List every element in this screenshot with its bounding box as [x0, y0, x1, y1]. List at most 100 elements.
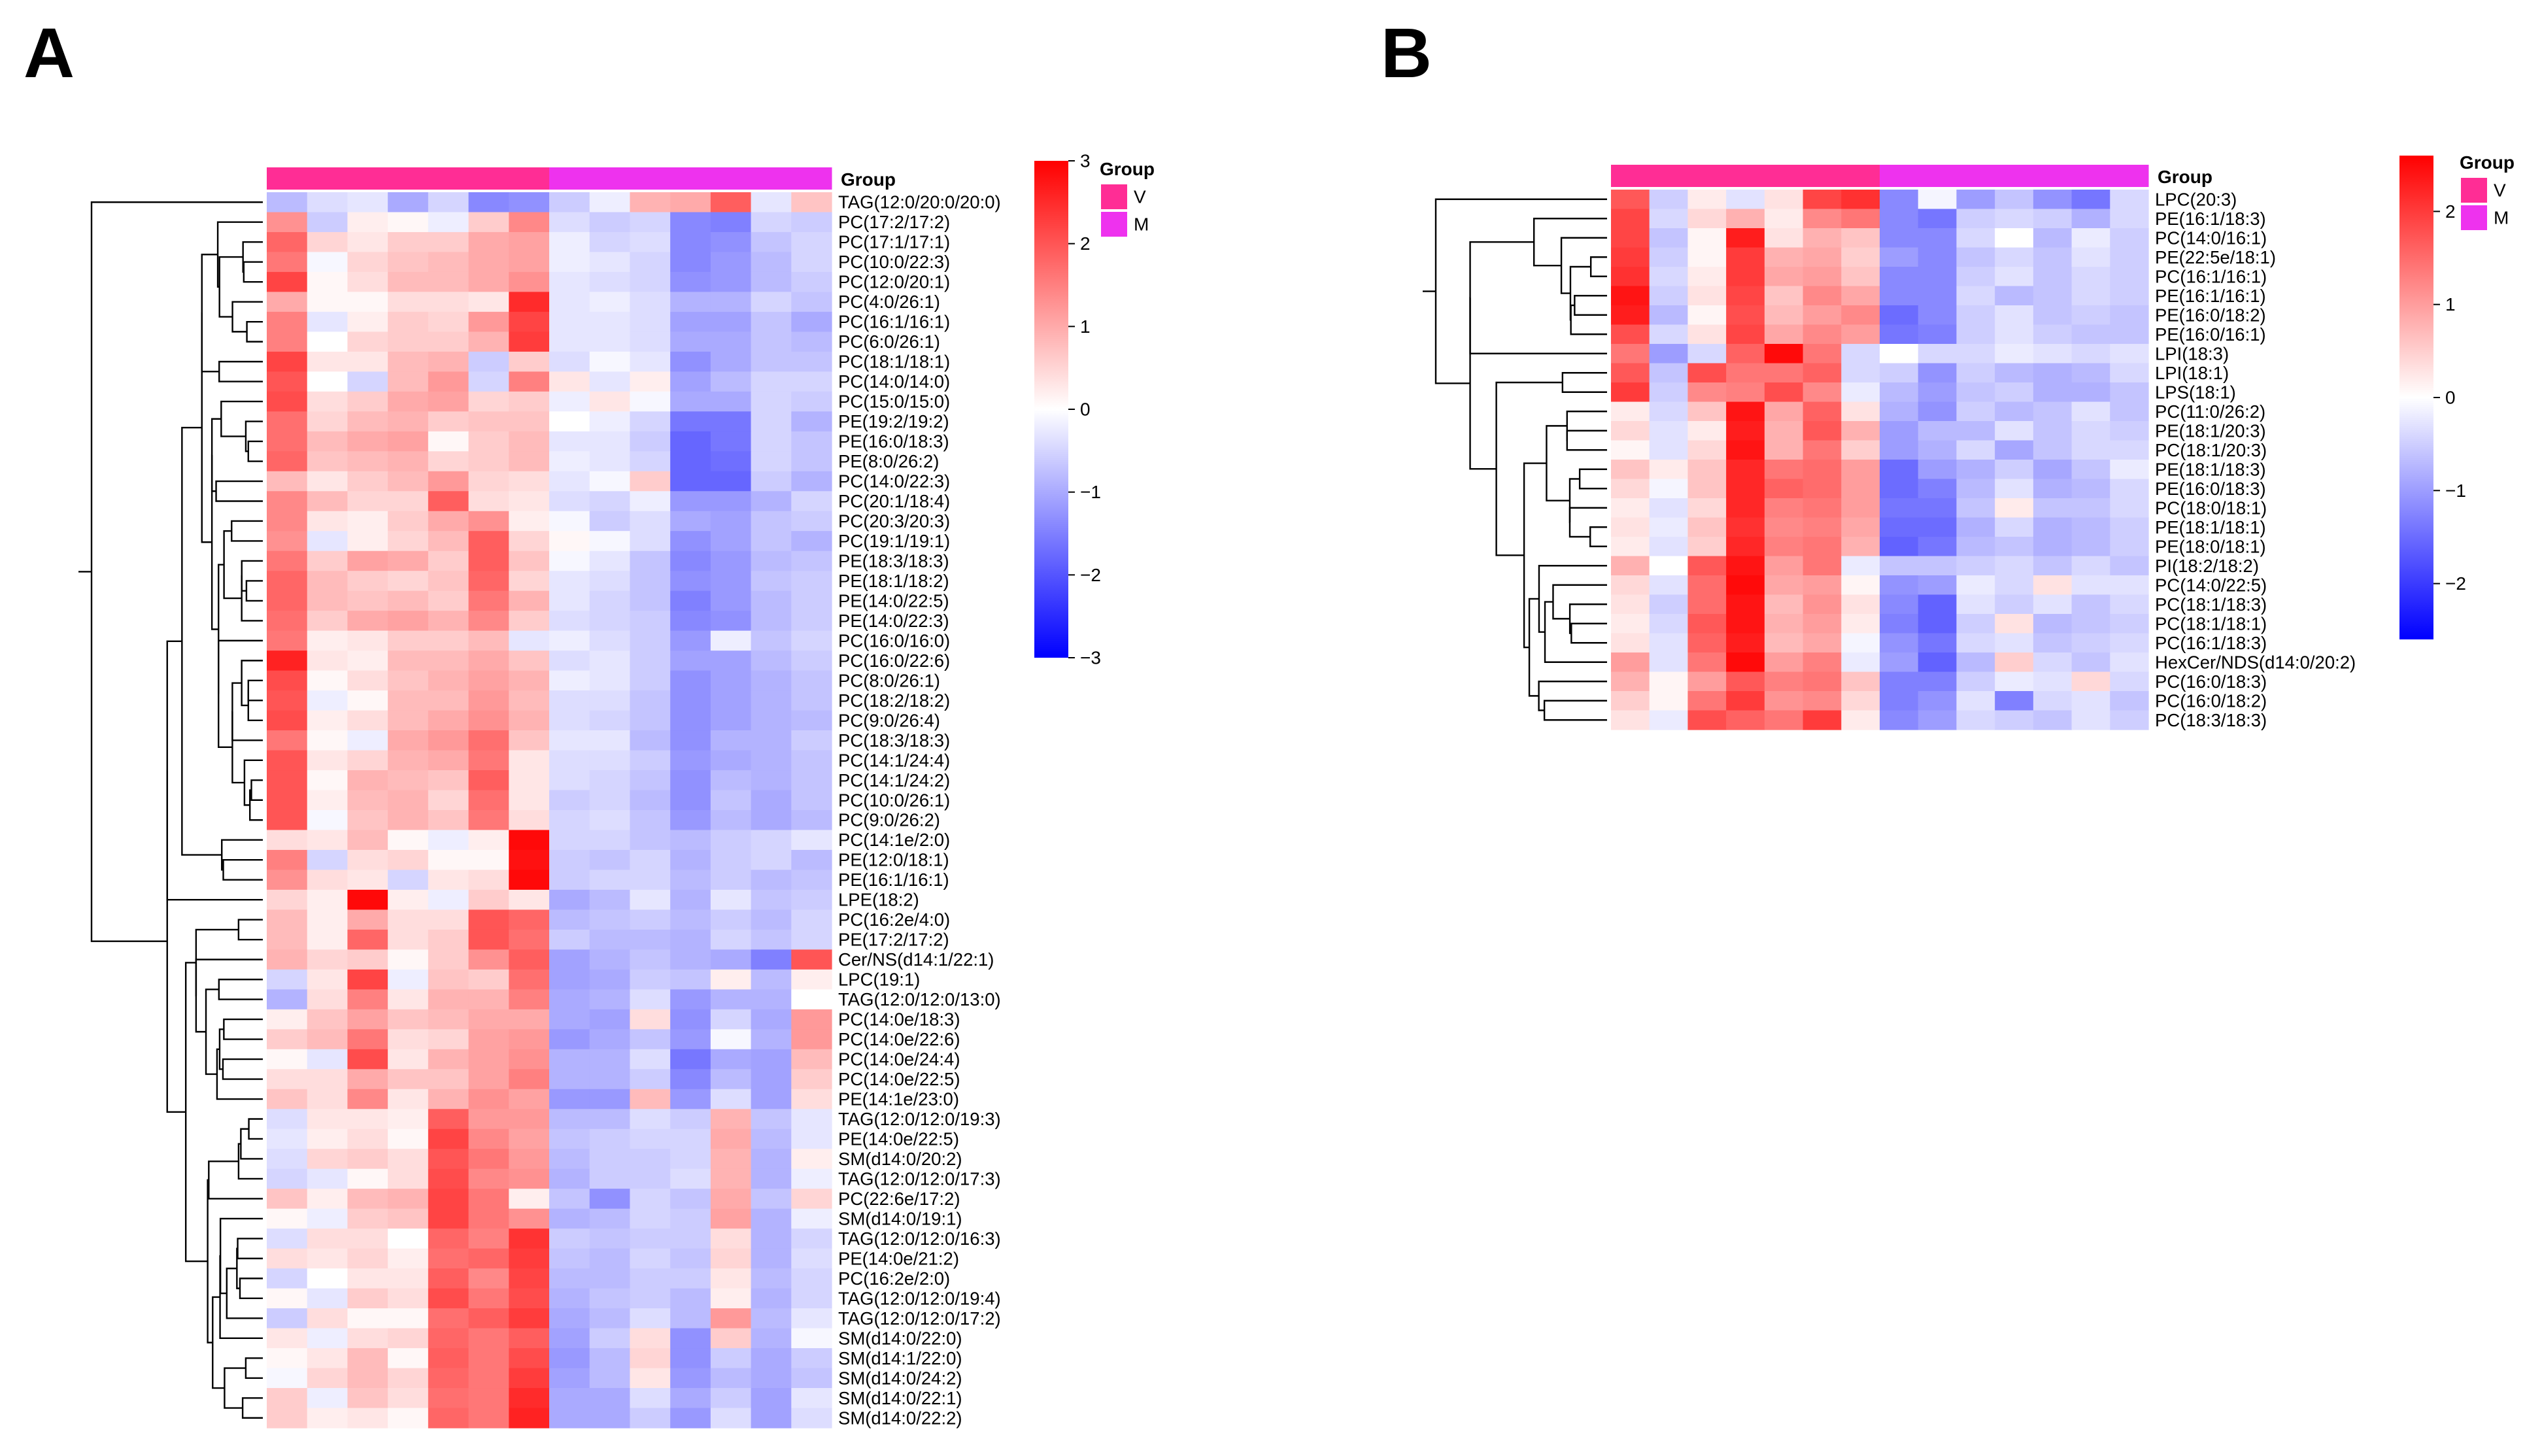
heatmap-cell [751, 790, 792, 811]
heatmap-cell [589, 1029, 631, 1050]
heatmap-cell [630, 371, 671, 392]
heatmap-cell [1726, 190, 1765, 210]
heatmap-cell [267, 271, 308, 293]
heatmap-cell [1803, 305, 1842, 326]
heatmap-cell [509, 730, 550, 751]
heatmap-cell [589, 690, 631, 711]
heatmap-cell [589, 730, 631, 751]
heatmap-cell [1918, 421, 1957, 441]
heatmap-cell [1880, 575, 1919, 596]
heatmap-cell [1764, 710, 1804, 730]
heatmap-cell [2033, 479, 2073, 499]
heatmap-cell [509, 670, 550, 691]
heatmap-cell [1918, 247, 1957, 267]
group-annotation-v [1611, 165, 1880, 187]
group-legend: Group VM [2460, 152, 2515, 230]
heatmap-cell [1841, 633, 1880, 653]
heatmap-cell [468, 1348, 509, 1369]
dendrogram-branch [221, 839, 263, 871]
row-label: PC(14:1/24:4) [838, 750, 950, 770]
row-label: PC(6:0/26:1) [838, 331, 940, 352]
heatmap-cell [388, 451, 429, 472]
heatmap-cell [589, 491, 631, 512]
heatmap-cell [1841, 575, 1880, 596]
heatmap-cell [1995, 247, 2034, 267]
heatmap-cell [509, 949, 550, 970]
heatmap-cell [1918, 209, 1957, 229]
heatmap-cell [1880, 305, 1919, 326]
heatmap-cell [791, 331, 832, 352]
heatmap-cell [307, 531, 348, 552]
heatmap-cell [549, 391, 590, 412]
heatmap-cell [267, 810, 308, 831]
dendrogram-branch [237, 1143, 263, 1180]
heatmap-cell [1918, 286, 1957, 306]
heatmap-cell [1649, 479, 1689, 499]
heatmap-cell [549, 550, 590, 571]
heatmap-cell [589, 431, 631, 452]
heatmap-cell [1649, 286, 1689, 306]
heatmap-cell [347, 1009, 388, 1030]
heatmap-cell [347, 1189, 388, 1210]
heatmap-cell [791, 810, 832, 831]
heatmap-cell [388, 1128, 429, 1149]
heatmap-cell [1995, 652, 2034, 673]
heatmap-cell [791, 451, 832, 472]
heatmap-cell [2033, 498, 2073, 518]
heatmap-cell [1841, 421, 1880, 441]
heatmap-cell [468, 870, 509, 890]
heatmap-cell [388, 1388, 429, 1409]
heatmap-cell [307, 511, 348, 532]
heatmap-cell [1649, 594, 1689, 615]
heatmap-cell [2033, 247, 2073, 267]
heatmap-cell [2033, 305, 2073, 326]
heatmap-cell [388, 630, 429, 651]
heatmap-cell [549, 1348, 590, 1369]
heatmap-cell [751, 1208, 792, 1229]
heatmap-cell [630, 1268, 671, 1289]
heatmap-cell [1918, 498, 1957, 518]
annotation-title: Group [841, 169, 896, 190]
row-label: PC(14:0e/22:6) [838, 1029, 960, 1049]
heatmap-cell [347, 192, 388, 213]
heatmap-cell [630, 651, 671, 671]
heatmap-cell [670, 252, 711, 273]
heatmap-cell [1880, 710, 1919, 730]
heatmap-cell [347, 670, 388, 691]
row-label: PC(4:0/26:1) [838, 292, 940, 312]
row-label: PC(9:0/26:2) [838, 810, 940, 830]
heatmap-cell [1649, 228, 1689, 248]
heatmap-cell [751, 889, 792, 911]
heatmap-cell [1880, 460, 1919, 480]
heatmap-panel-b: BGroupLPC(20:3)PE(16:1/18:3)PC(14:0/16:1… [1381, 13, 2515, 730]
heatmap-cell [710, 1288, 752, 1309]
heatmap-cell [751, 969, 792, 990]
heatmap-cell [549, 351, 590, 372]
heatmap-cell [347, 311, 388, 332]
heatmap-cell [509, 1308, 550, 1329]
heatmap-cell [589, 1228, 631, 1249]
heatmap-cell [1726, 421, 1765, 441]
heatmap-cell [630, 411, 671, 432]
heatmap-cell [388, 212, 429, 233]
heatmap-cell [1764, 247, 1804, 267]
dendrogram-branch [237, 1238, 263, 1260]
heatmap-cell [2071, 575, 2110, 596]
heatmap-cell [2033, 710, 2073, 730]
legend-swatch-m [2461, 205, 2487, 230]
row-labels: LPC(20:3)PE(16:1/18:3)PC(14:0/16:1)PE(22… [2155, 189, 2356, 730]
heatmap-cell [428, 411, 469, 432]
heatmap-cell [1764, 691, 1804, 711]
heatmap-cell [630, 550, 671, 571]
heatmap-cell [1803, 228, 1842, 248]
heatmap-cell [347, 231, 388, 253]
heatmap-cell [1687, 594, 1727, 615]
heatmap-cell [388, 491, 429, 512]
heatmap-cell [589, 451, 631, 472]
heatmap-cell [267, 670, 308, 691]
heatmap-cell [589, 1268, 631, 1289]
heatmap-cell [670, 431, 711, 452]
heatmap-cell [388, 1168, 429, 1189]
heatmap-cell [267, 351, 308, 372]
row-label: PE(18:0/18:1) [2155, 536, 2266, 556]
